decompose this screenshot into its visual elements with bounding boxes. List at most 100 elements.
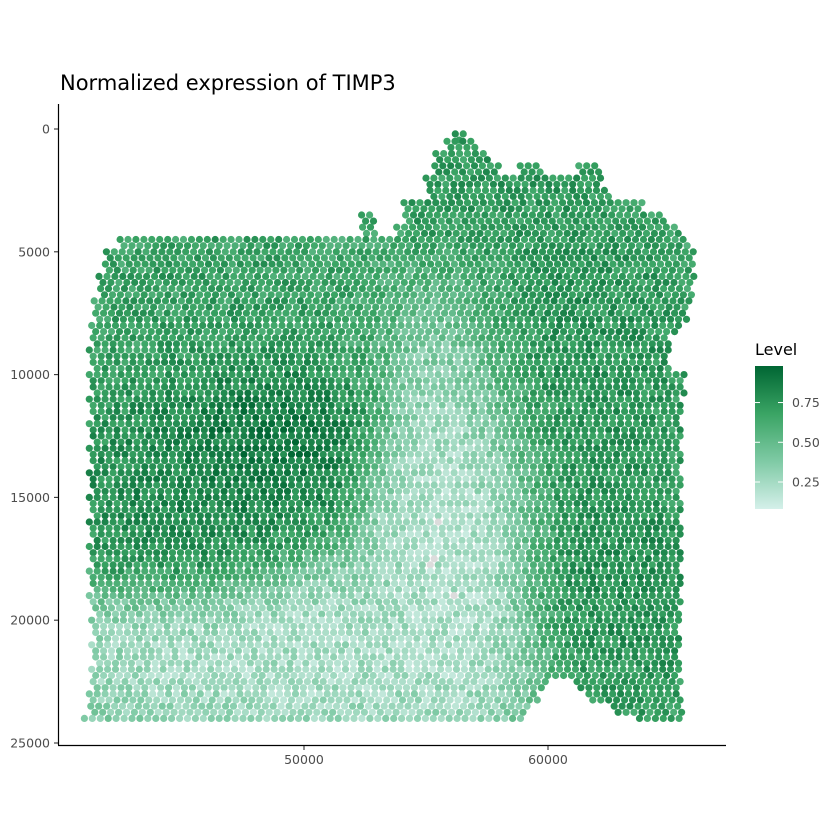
expression-spot xyxy=(363,260,371,268)
expression-spot xyxy=(228,414,236,422)
expression-spot xyxy=(236,444,244,452)
expression-spot xyxy=(437,610,445,618)
expression-spot xyxy=(295,555,303,563)
expression-spot xyxy=(355,414,363,422)
expression-spot xyxy=(482,561,490,569)
expression-spot xyxy=(272,524,280,532)
expression-spot xyxy=(393,309,401,317)
expression-spot xyxy=(410,518,418,526)
expression-spot xyxy=(553,567,561,575)
expression-spot xyxy=(624,592,633,600)
expression-spot xyxy=(161,555,169,563)
expression-spot xyxy=(613,352,621,360)
expression-spot xyxy=(212,487,220,495)
expression-spot xyxy=(379,364,387,373)
expression-spot xyxy=(494,334,502,342)
expression-spot xyxy=(214,272,222,280)
expression-spot xyxy=(149,364,157,373)
expression-spot xyxy=(129,549,137,557)
expression-spot xyxy=(284,260,292,268)
expression-spot xyxy=(645,266,653,274)
expression-spot xyxy=(157,463,165,471)
expression-spot xyxy=(455,254,463,262)
expression-spot xyxy=(180,340,188,348)
expression-spot xyxy=(217,297,225,305)
expression-spot xyxy=(383,499,391,508)
expression-spot xyxy=(483,156,491,164)
expression-spot xyxy=(168,358,177,366)
expression-spot xyxy=(208,481,216,489)
expression-spot xyxy=(196,291,204,299)
expression-spot xyxy=(517,598,526,606)
expression-spot xyxy=(204,493,212,501)
expression-spot xyxy=(529,371,538,379)
expression-spot xyxy=(533,499,541,508)
expression-spot xyxy=(507,272,515,280)
expression-spot xyxy=(260,487,268,495)
expression-spot xyxy=(609,420,617,428)
expression-spot xyxy=(486,506,494,514)
expression-spot xyxy=(482,420,490,428)
expression-spot xyxy=(363,420,371,428)
expression-spot xyxy=(180,512,188,520)
expression-spot xyxy=(264,530,272,538)
expression-spot xyxy=(339,518,347,526)
expression-spot xyxy=(537,487,545,495)
expression-spot xyxy=(188,487,196,495)
expression-spot xyxy=(141,585,149,594)
expression-spot xyxy=(256,432,264,440)
expression-spot xyxy=(466,512,474,520)
expression-spot xyxy=(656,463,664,471)
expression-spot xyxy=(117,542,125,551)
expression-spot xyxy=(168,401,177,409)
expression-spot xyxy=(156,291,164,299)
expression-spot xyxy=(331,561,339,569)
expression-spot xyxy=(649,260,657,268)
expression-spot xyxy=(549,457,557,465)
expression-spot xyxy=(247,242,255,250)
expression-spot xyxy=(151,315,159,323)
expression-spot xyxy=(628,499,637,508)
expression-spot xyxy=(406,407,414,415)
expression-spot xyxy=(608,235,616,244)
expression-spot xyxy=(563,229,571,237)
expression-spot xyxy=(595,168,603,176)
expression-spot xyxy=(311,358,319,366)
expression-spot xyxy=(228,536,236,545)
expression-spot xyxy=(577,469,585,477)
expression-spot xyxy=(383,573,391,581)
expression-spot xyxy=(514,260,522,268)
expression-spot xyxy=(352,254,360,262)
expression-spot xyxy=(178,278,186,287)
expression-spot xyxy=(552,235,560,244)
expression-spot xyxy=(528,168,536,176)
expression-spot xyxy=(557,506,565,514)
expression-spot xyxy=(276,420,284,428)
expression-spot xyxy=(236,260,244,268)
expression-spot xyxy=(343,555,351,563)
expression-spot xyxy=(640,364,649,373)
expression-spot xyxy=(415,266,423,274)
expression-spot xyxy=(445,242,453,250)
expression-spot xyxy=(272,450,280,458)
expression-spot xyxy=(601,536,609,545)
expression-spot xyxy=(387,567,395,575)
expression-spot xyxy=(459,168,467,176)
expression-spot xyxy=(385,604,393,612)
expression-spot xyxy=(276,389,284,397)
expression-spot xyxy=(672,371,680,379)
expression-spot xyxy=(421,321,429,330)
expression-spot xyxy=(553,180,561,188)
expression-spot xyxy=(615,604,623,612)
expression-spot xyxy=(499,303,507,311)
expression-spot xyxy=(624,235,632,244)
expression-spot xyxy=(356,303,364,311)
expression-spot xyxy=(251,291,259,299)
expression-spot xyxy=(236,340,244,348)
expression-spot xyxy=(430,174,438,182)
expression-spot xyxy=(660,598,668,606)
expression-spot xyxy=(145,358,153,366)
expression-spot xyxy=(109,585,117,594)
expression-spot xyxy=(141,463,149,471)
expression-spot xyxy=(283,291,291,299)
